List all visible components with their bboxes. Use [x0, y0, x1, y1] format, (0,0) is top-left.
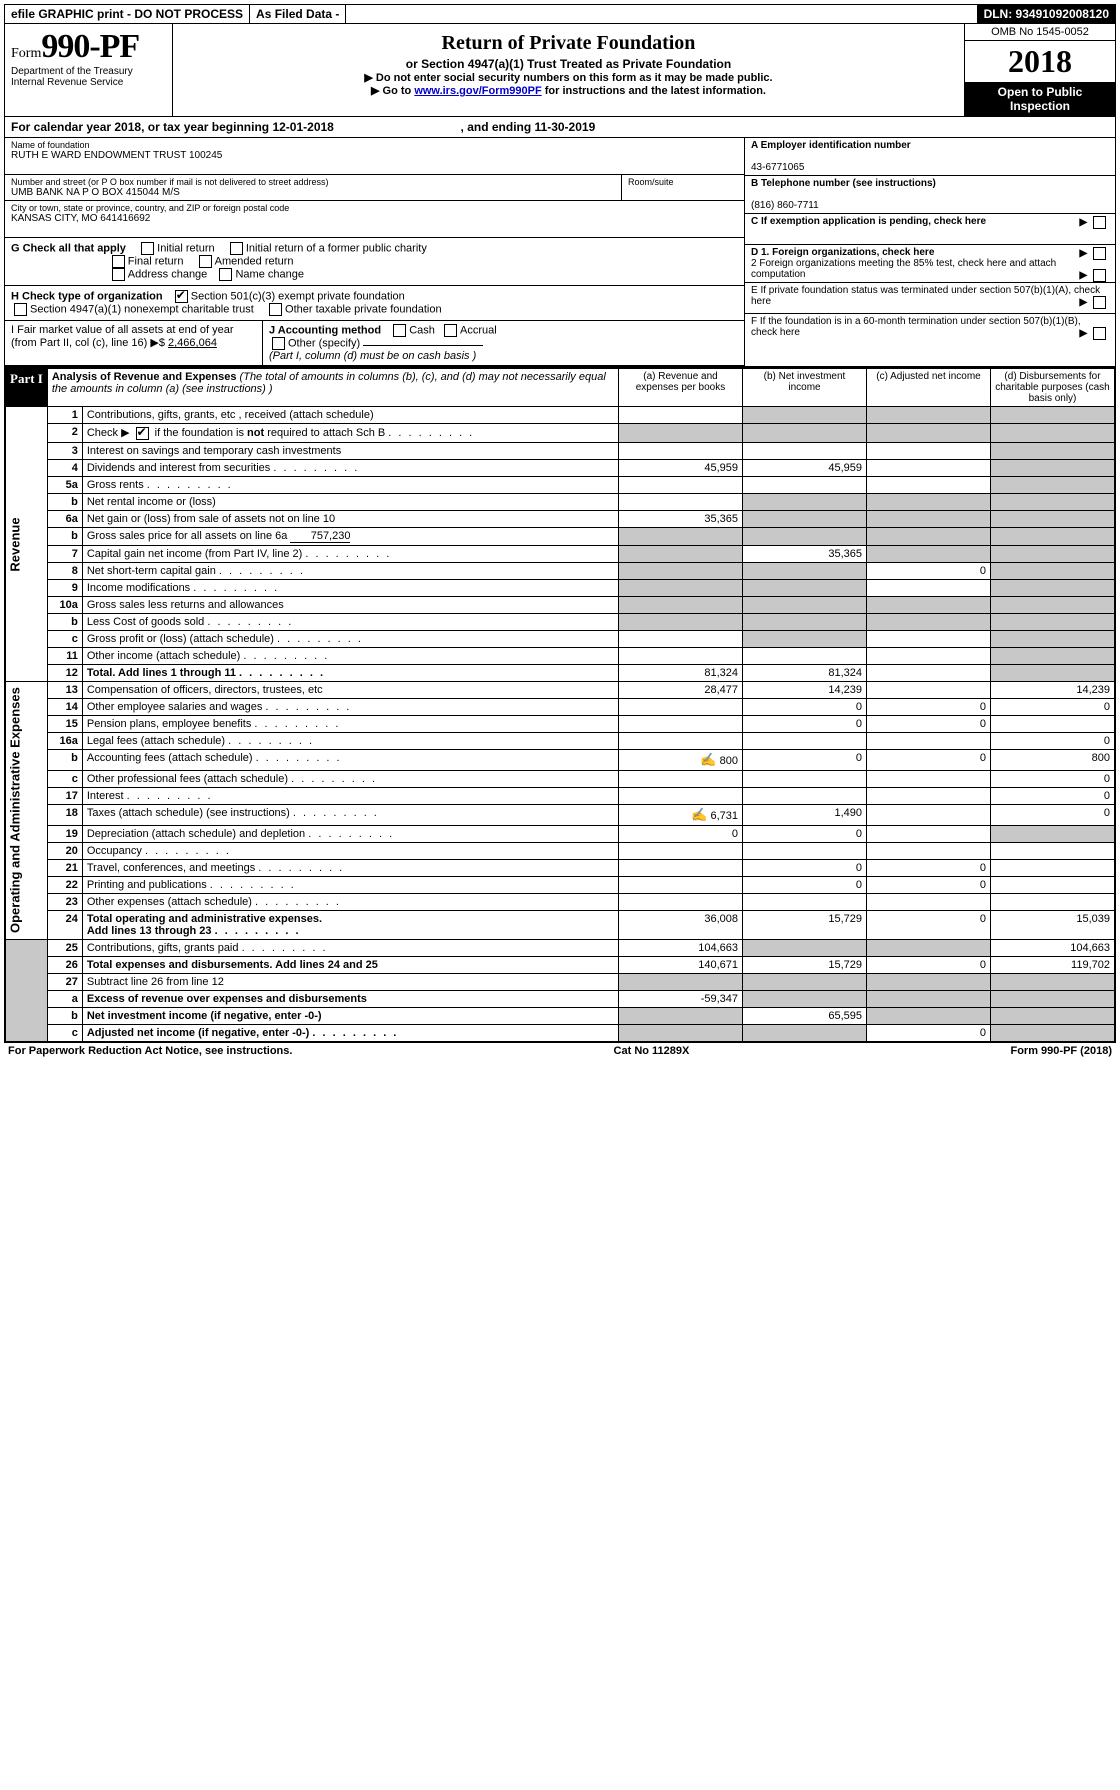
checkbox-final-return[interactable] — [112, 255, 125, 268]
ssn-note: ▶ Do not enter social security numbers o… — [183, 71, 954, 84]
checkbox-foreign-org[interactable] — [1093, 247, 1106, 260]
section-e: E If private foundation status was termi… — [745, 283, 1115, 314]
checkbox-address-change[interactable] — [112, 268, 125, 281]
phone-cell: B Telephone number (see instructions) (8… — [745, 176, 1115, 214]
dln: DLN: 93491092008120 — [978, 5, 1115, 23]
form-ref: Form 990-PF (2018) — [1010, 1045, 1112, 1057]
checkbox-other-taxable[interactable] — [269, 303, 282, 316]
dept-line2: Internal Revenue Service — [11, 77, 166, 88]
section-f: F If the foundation is in a 60-month ter… — [745, 314, 1115, 344]
as-filed: As Filed Data - — [250, 5, 346, 23]
room-suite-cell: Room/suite — [621, 175, 744, 200]
form-header: Form990-PF Department of the Treasury In… — [4, 24, 1116, 117]
attachment-icon[interactable]: ✍ — [700, 752, 716, 767]
checkbox-4947a1[interactable] — [14, 303, 27, 316]
part1-table: Part I Analysis of Revenue and Expenses … — [4, 367, 1116, 1043]
checkbox-cash[interactable] — [393, 324, 406, 337]
checkbox-60month[interactable] — [1093, 327, 1106, 340]
revenue-label: Revenue — [5, 407, 47, 682]
identification-section: Name of foundation RUTH E WARD ENDOWMENT… — [4, 138, 1116, 367]
col-c-header: (c) Adjusted net income — [867, 368, 991, 407]
col-d-header: (d) Disbursements for charitable purpose… — [991, 368, 1116, 407]
top-bar: efile GRAPHIC print - DO NOT PROCESS As … — [4, 4, 1116, 24]
checkbox-other-method[interactable] — [272, 337, 285, 350]
form-number: Form990-PF — [11, 28, 166, 66]
street-address-cell: Number and street (or P O box number if … — [5, 175, 621, 200]
expenses-label: Operating and Administrative Expenses — [5, 681, 47, 939]
checkbox-status-terminated[interactable] — [1093, 296, 1106, 309]
irs-link[interactable]: www.irs.gov/Form990PF — [414, 85, 541, 97]
form-title: Return of Private Foundation — [183, 32, 954, 55]
checkbox-amended-return[interactable] — [199, 255, 212, 268]
section-g: G Check all that apply Initial return In… — [5, 238, 744, 286]
col-a-header: (a) Revenue and expenses per books — [619, 368, 743, 407]
fmv-value: 2,466,064 — [168, 337, 217, 349]
section-ij: I Fair market value of all assets at end… — [5, 321, 744, 366]
section-d: D 1. Foreign organizations, check here ▶… — [745, 245, 1115, 283]
open-to-public: Open to Public Inspection — [965, 82, 1115, 116]
checkbox-501c3[interactable] — [175, 290, 188, 303]
checkbox-sch-b[interactable] — [136, 427, 149, 440]
checkbox-initial-former[interactable] — [230, 242, 243, 255]
omb-number: OMB No 1545-0052 — [965, 24, 1115, 41]
paperwork-notice: For Paperwork Reduction Act Notice, see … — [8, 1045, 292, 1057]
checkbox-name-change[interactable] — [219, 268, 232, 281]
section-h: H Check type of organization Section 501… — [5, 286, 744, 321]
foundation-name-cell: Name of foundation RUTH E WARD ENDOWMENT… — [5, 138, 744, 175]
part1-label: Part I — [5, 368, 47, 407]
page-footer: For Paperwork Reduction Act Notice, see … — [4, 1043, 1116, 1059]
checkbox-85pct[interactable] — [1093, 269, 1106, 282]
city-cell: City or town, state or province, country… — [5, 201, 744, 238]
checkbox-accrual[interactable] — [444, 324, 457, 337]
section-c: C If exemption application is pending, c… — [745, 214, 1115, 245]
cat-number: Cat No 11289X — [614, 1045, 690, 1057]
ein-cell: A Employer identification number 43-6771… — [745, 138, 1115, 176]
form-subtitle: or Section 4947(a)(1) Trust Treated as P… — [183, 57, 954, 71]
tax-year: 2018 — [965, 41, 1115, 82]
goto-note: ▶ Go to www.irs.gov/Form990PF for instru… — [183, 84, 954, 97]
dept-line1: Department of the Treasury — [11, 66, 166, 77]
checkbox-exemption-pending[interactable] — [1093, 216, 1106, 229]
checkbox-initial-return[interactable] — [141, 242, 154, 255]
efile-notice: efile GRAPHIC print - DO NOT PROCESS — [5, 5, 250, 23]
calendar-year-row: For calendar year 2018, or tax year begi… — [4, 117, 1116, 138]
attachment-icon[interactable]: ✍ — [691, 807, 707, 822]
col-b-header: (b) Net investment income — [743, 368, 867, 407]
